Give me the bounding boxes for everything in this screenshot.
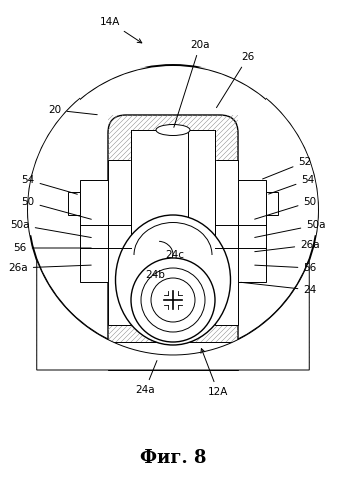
Polygon shape [108, 160, 131, 325]
Polygon shape [238, 180, 266, 282]
Ellipse shape [156, 124, 190, 136]
Text: 12A: 12A [201, 348, 228, 397]
Text: 54: 54 [21, 175, 78, 194]
Polygon shape [215, 160, 238, 325]
Ellipse shape [116, 215, 230, 345]
Text: 14A: 14A [100, 17, 142, 43]
Polygon shape [131, 130, 158, 260]
Text: 24: 24 [241, 282, 317, 295]
Text: 50: 50 [255, 197, 317, 219]
Circle shape [151, 278, 195, 322]
Text: 26a: 26a [8, 263, 91, 273]
Text: 50a: 50a [10, 220, 91, 238]
Text: 56: 56 [255, 263, 317, 273]
Text: Фиг. 8: Фиг. 8 [140, 449, 206, 467]
Circle shape [131, 258, 215, 342]
Circle shape [141, 268, 205, 332]
Text: 24b: 24b [145, 270, 165, 280]
FancyBboxPatch shape [108, 115, 238, 370]
Text: 50: 50 [21, 197, 91, 220]
Polygon shape [108, 342, 238, 370]
Polygon shape [37, 260, 309, 370]
Polygon shape [68, 192, 80, 215]
Text: 56: 56 [13, 243, 91, 253]
Polygon shape [80, 180, 108, 282]
Text: 24c: 24c [165, 250, 184, 260]
Polygon shape [188, 130, 215, 260]
Text: 50a: 50a [255, 220, 326, 238]
Text: 54: 54 [268, 175, 315, 194]
Text: 26a: 26a [255, 240, 320, 252]
Polygon shape [28, 67, 148, 235]
Text: 52: 52 [263, 157, 312, 179]
Text: 20: 20 [48, 105, 97, 115]
Text: 20a: 20a [174, 40, 210, 128]
Polygon shape [158, 130, 188, 260]
Polygon shape [266, 192, 278, 215]
Polygon shape [198, 67, 318, 235]
Text: 24a: 24a [135, 360, 157, 395]
Text: 26: 26 [217, 52, 255, 108]
Circle shape [28, 65, 318, 355]
